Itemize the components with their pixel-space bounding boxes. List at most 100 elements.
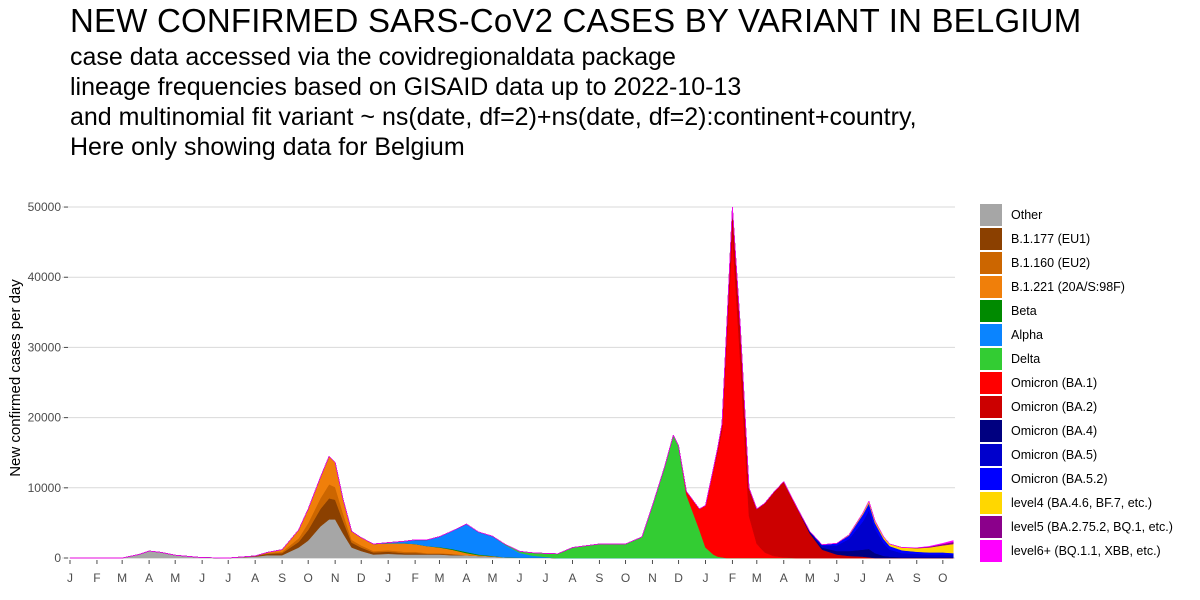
legend-label: Omicron (BA.4): [1011, 424, 1098, 438]
legend-label: Omicron (BA.1): [1011, 376, 1098, 390]
area-delta: [70, 434, 954, 559]
subtitle-line-2: lineage frequencies based on GISAID data…: [70, 73, 742, 101]
area-omicron-ba-2: [70, 207, 954, 559]
legend-swatch: [980, 204, 1002, 226]
legend-item-b-1-221-20a-s-98f: B.1.221 (20A/S:98F): [980, 275, 1173, 299]
legend-item-level6-bq-1-1-xbb-etc: level6+ (BQ.1.1, XBB, etc.): [980, 539, 1173, 563]
x-tick-label: J: [702, 571, 708, 585]
x-tick-label: S: [278, 571, 286, 585]
y-tick-label: 40000: [28, 270, 62, 284]
legend-swatch: [980, 300, 1002, 322]
x-tick-label: S: [913, 571, 921, 585]
area-b-1-221-20a-s-98f: [70, 455, 954, 559]
chart-subtitle: case data accessed via the covidregional…: [70, 42, 917, 162]
x-tick-label: J: [199, 571, 205, 585]
legend-item-level5-ba-2-75-2-bq-1-etc: level5 (BA.2.75.2, BQ.1, etc.): [980, 515, 1173, 539]
legend-swatch: [980, 252, 1002, 274]
legend-item-beta: Beta: [980, 299, 1173, 323]
legend-item-b-1-160-eu2: B.1.160 (EU2): [980, 251, 1173, 275]
legend-item-omicron-ba-2: Omicron (BA.2): [980, 395, 1173, 419]
area-level6-bq-1-1-xbb-etc: [70, 207, 954, 559]
legend-label: B.1.160 (EU2): [1011, 256, 1091, 270]
x-tick-label: M: [805, 571, 815, 585]
legend-label: Omicron (BA.5.2): [1011, 472, 1108, 486]
legend-label: Beta: [1011, 304, 1037, 318]
legend-label: B.1.177 (EU1): [1011, 232, 1091, 246]
area-omicron-ba-4: [70, 207, 954, 559]
y-tick-label: 0: [54, 551, 61, 565]
subtitle-line-3: and multinomial fit variant ~ ns(date, d…: [70, 103, 917, 131]
x-tick-label: O: [938, 571, 947, 585]
area-chart: 0 10000 20000 30000 40000 50000 J F M A M J J A S O N D J…: [7, 200, 955, 585]
x-tick-label: N: [648, 571, 657, 585]
y-tick-label: 20000: [28, 411, 62, 425]
x-tick-label: O: [304, 571, 313, 585]
area-beta: [70, 455, 954, 559]
legend: Other B.1.177 (EU1) B.1.160 (EU2) B.1.221 (…: [980, 203, 1173, 563]
legend-swatch: [980, 468, 1002, 490]
x-tick-label: J: [67, 571, 73, 585]
legend-swatch: [980, 492, 1002, 514]
legend-label: Omicron (BA.5): [1011, 448, 1098, 462]
legend-swatch: [980, 276, 1002, 298]
x-tick-label: A: [780, 571, 788, 585]
x-tick-label: J: [225, 571, 231, 585]
gridlines: [62, 206, 955, 559]
legend-item-omicron-ba-4: Omicron (BA.4): [980, 419, 1173, 443]
legend-swatch: [980, 348, 1002, 370]
legend-label: Other: [1011, 208, 1043, 222]
legend-label: level4 (BA.4.6, BF.7, etc.): [1011, 496, 1153, 510]
legend-label: Delta: [1011, 352, 1041, 366]
subtitle-line-4: Here only showing data for Belgium: [70, 133, 465, 161]
x-tick-label: A: [568, 571, 576, 585]
x-tick-label: F: [729, 571, 736, 585]
legend-swatch: [980, 228, 1002, 250]
x-tick-label: M: [170, 571, 180, 585]
x-tick-label: A: [251, 571, 259, 585]
legend-item-other: Other: [980, 203, 1173, 227]
chart-title: NEW CONFIRMED SARS-CoV2 CASES BY VARIANT…: [70, 2, 1082, 39]
y-axis-label: New confirmed cases per day: [7, 279, 24, 477]
x-tick-label: M: [488, 571, 498, 585]
legend-swatch: [980, 420, 1002, 442]
area-omicron-ba-5-2: [70, 207, 954, 559]
area-level5-ba-2-75-2-bq-1-etc: [70, 207, 954, 559]
area-alpha: [70, 455, 954, 559]
x-tick-label: A: [462, 571, 470, 585]
x-tick-label: D: [674, 571, 683, 585]
legend-swatch: [980, 516, 1002, 538]
legend-label: Omicron (BA.2): [1011, 400, 1098, 414]
legend-item-omicron-ba-5: Omicron (BA.5): [980, 443, 1173, 467]
legend-item-level4-ba-4-6-bf-7-etc: level4 (BA.4.6, BF.7, etc.): [980, 491, 1173, 515]
x-tick-label: J: [516, 571, 522, 585]
y-tick-label: 10000: [28, 481, 62, 495]
legend-label: level5 (BA.2.75.2, BQ.1, etc.): [1011, 520, 1173, 534]
x-tick-label: D: [357, 571, 366, 585]
subtitle-line-1: case data accessed via the covidregional…: [70, 43, 676, 71]
legend-item-delta: Delta: [980, 347, 1173, 371]
x-tick-label: F: [93, 571, 100, 585]
x-tick-label: J: [834, 571, 840, 585]
legend-item-omicron-ba-1: Omicron (BA.1): [980, 371, 1173, 395]
legend-item-omicron-ba-5-2: Omicron (BA.5.2): [980, 467, 1173, 491]
x-tick-label: J: [543, 571, 549, 585]
legend-swatch: [980, 540, 1002, 562]
legend-swatch: [980, 372, 1002, 394]
y-axis-ticks: 0 10000 20000 30000 40000 50000: [28, 200, 68, 565]
x-tick-label: A: [145, 571, 153, 585]
legend-label: B.1.221 (20A/S:98F): [1011, 280, 1125, 294]
x-tick-label: S: [595, 571, 603, 585]
stacked-areas: [70, 207, 954, 559]
legend-item-alpha: Alpha: [980, 323, 1173, 347]
legend-swatch: [980, 324, 1002, 346]
legend-item-b-1-177-eu1: B.1.177 (EU1): [980, 227, 1173, 251]
y-tick-label: 30000: [28, 340, 62, 354]
x-tick-label: F: [411, 571, 418, 585]
x-tick-label: M: [434, 571, 444, 585]
area-level4-ba-4-6-bf-7-etc: [70, 207, 954, 559]
legend-swatch: [980, 444, 1002, 466]
area-omicron-ba-5: [70, 207, 954, 559]
x-tick-label: M: [752, 571, 762, 585]
x-tick-label: O: [621, 571, 630, 585]
